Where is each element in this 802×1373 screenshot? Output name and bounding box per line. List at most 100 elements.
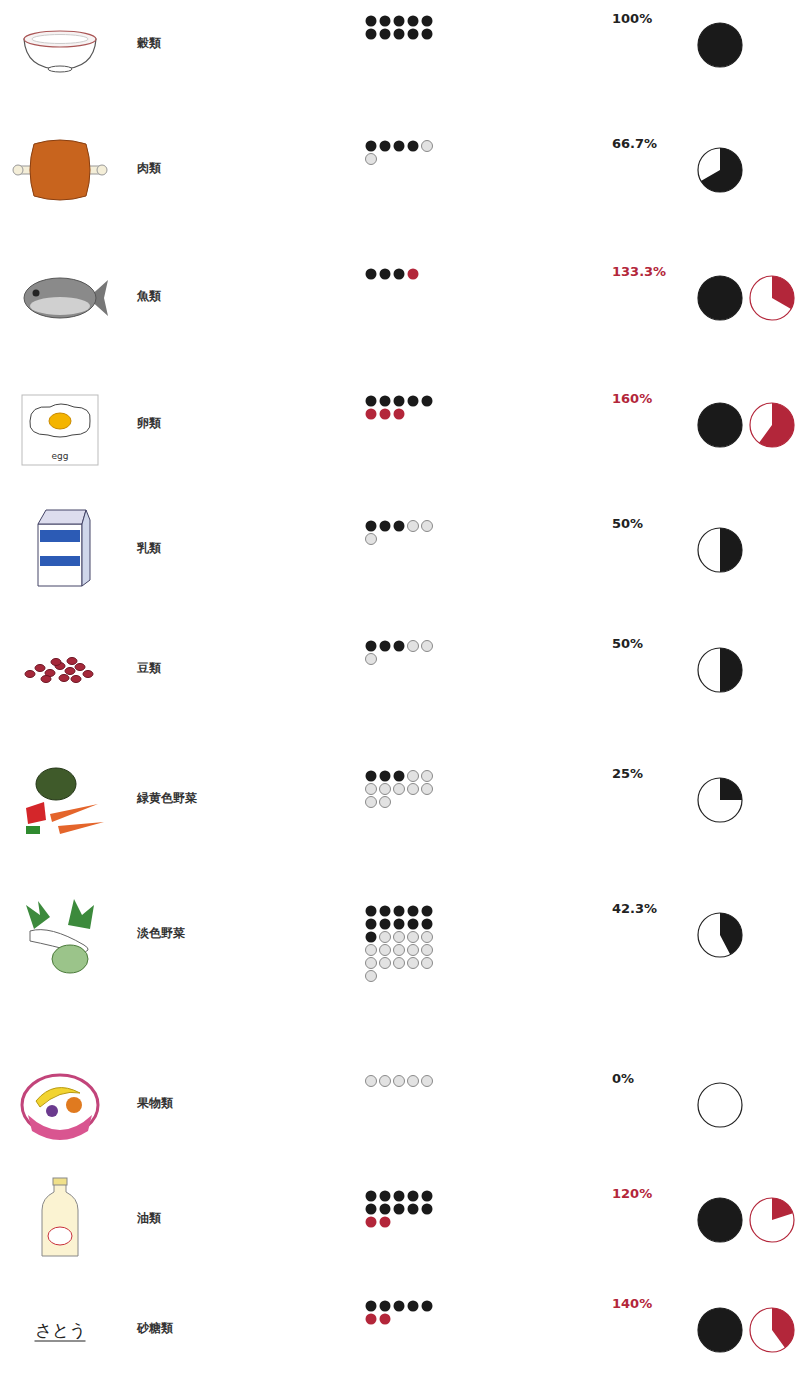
dot-eaten (380, 29, 391, 40)
pie-outline (698, 276, 742, 320)
icon (26, 899, 94, 973)
dot-eaten (380, 396, 391, 407)
dot-eaten (408, 1191, 419, 1202)
dot-eaten (394, 16, 405, 27)
dot-eaten (366, 906, 377, 917)
percent-label: 42.3% (612, 901, 657, 916)
grape (46, 1105, 58, 1117)
pie (698, 1308, 742, 1352)
dot-missing (366, 797, 377, 808)
pie-outline (750, 1198, 794, 1242)
icon (38, 510, 90, 586)
carrot (58, 822, 104, 834)
egg-yolk (49, 413, 71, 429)
dot-missing (380, 932, 391, 943)
dot-eaten (394, 906, 405, 917)
bone-end (97, 165, 107, 175)
dot-missing (422, 771, 433, 782)
dot-missing (408, 641, 419, 652)
leaf (26, 901, 50, 929)
pie (698, 648, 742, 692)
pie (698, 276, 742, 320)
icon (13, 140, 107, 200)
dot-missing (366, 654, 377, 665)
dot-excess (380, 409, 391, 420)
dot-missing (366, 154, 377, 165)
dot-missing (422, 945, 433, 956)
dot-missing (394, 932, 405, 943)
dots (366, 16, 433, 40)
dot-eaten (422, 1204, 433, 1215)
dot-eaten (422, 396, 433, 407)
dot-eaten (366, 771, 377, 782)
dot-eaten (380, 141, 391, 152)
pie-excess (750, 276, 794, 320)
category-label: 乳類 (136, 541, 161, 555)
dot-eaten (394, 1301, 405, 1312)
dot-eaten (394, 641, 405, 652)
fish-eye (33, 290, 40, 297)
dot-eaten (422, 1301, 433, 1312)
dot-eaten (394, 269, 405, 280)
dot-missing (394, 945, 405, 956)
pepper-green (26, 826, 40, 834)
pie (698, 23, 742, 67)
leaf (68, 899, 94, 929)
percent-label: 0% (612, 1071, 634, 1086)
category-label: 肉類 (137, 161, 161, 175)
meat (30, 140, 90, 200)
dot-missing (394, 1076, 405, 1087)
pie-outline (698, 23, 742, 67)
carton-top (38, 510, 86, 524)
icon-text: egg (52, 451, 69, 461)
category-label: 緑黄色野菜 (136, 791, 197, 805)
pie (698, 148, 742, 192)
chart: 穀類100%肉類66.7%魚類133.3%egg卵類160%乳類50%豆類50%… (0, 0, 802, 1373)
dot-eaten (380, 906, 391, 917)
dots (366, 521, 433, 545)
dot-eaten (366, 396, 377, 407)
bean (51, 659, 61, 666)
dot-eaten (394, 521, 405, 532)
percent-label: 140% (612, 1296, 652, 1311)
dot-missing (422, 1076, 433, 1087)
pie-wedge (698, 276, 742, 320)
dot-eaten (422, 906, 433, 917)
icon (22, 395, 98, 465)
dots (366, 906, 433, 982)
dot-eaten (380, 771, 391, 782)
dot-eaten (366, 932, 377, 943)
dot-excess (380, 1314, 391, 1325)
pie-outline (698, 528, 742, 572)
dot-missing (408, 521, 419, 532)
carton (38, 524, 82, 586)
dot-eaten (366, 1204, 377, 1215)
icon (25, 658, 93, 683)
pie (698, 528, 742, 572)
dot-eaten (394, 396, 405, 407)
dot-eaten (394, 919, 405, 930)
dot-eaten (408, 1204, 419, 1215)
icon (42, 1178, 78, 1256)
dot-eaten (366, 1191, 377, 1202)
bean (71, 676, 81, 683)
dot-eaten (408, 919, 419, 930)
dot-missing (408, 771, 419, 782)
dot-eaten (366, 919, 377, 930)
dot-eaten (380, 269, 391, 280)
bowl-foot (48, 66, 72, 72)
dot-missing (380, 1076, 391, 1087)
dot-eaten (366, 1301, 377, 1312)
bowl-rim (24, 31, 96, 47)
bean (67, 658, 77, 665)
dot-missing (408, 784, 419, 795)
icon (26, 768, 104, 834)
dot-eaten (380, 521, 391, 532)
category-label: 穀類 (136, 36, 161, 50)
category-label: 油類 (136, 1211, 161, 1225)
dot-missing (366, 971, 377, 982)
cabbage (52, 945, 88, 973)
dots (366, 771, 433, 808)
percent-label: 160% (612, 391, 652, 406)
dots (366, 641, 433, 665)
